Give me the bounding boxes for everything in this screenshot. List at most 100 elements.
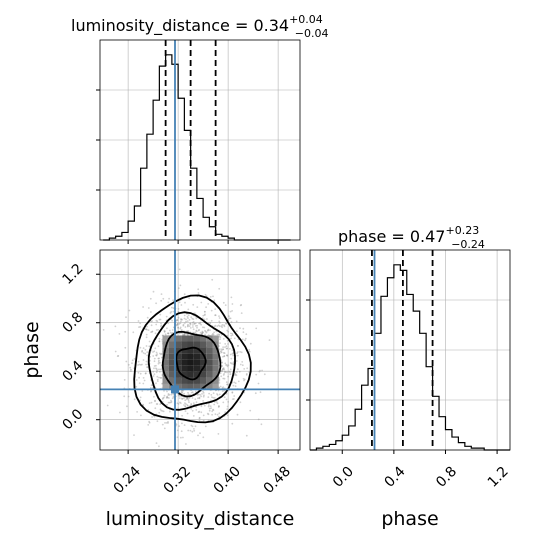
scatter-point xyxy=(230,321,233,323)
scatter-point xyxy=(222,348,225,351)
scatter-point xyxy=(211,410,214,413)
x-tick-label: 0.24 xyxy=(111,463,144,496)
scatter-point xyxy=(218,412,221,415)
scatter-point xyxy=(140,414,142,417)
scatter-point xyxy=(255,327,258,330)
density-cell xyxy=(181,377,188,384)
scatter-point xyxy=(239,351,242,353)
scatter-point xyxy=(220,334,223,336)
scatter-point xyxy=(197,393,200,396)
scatter-point xyxy=(135,385,138,388)
scatter-point xyxy=(201,333,203,335)
scatter-point xyxy=(166,403,169,406)
scatter-point xyxy=(211,413,214,416)
density-cell xyxy=(181,365,188,372)
density-cell xyxy=(162,359,169,366)
scatter-point xyxy=(155,351,158,354)
scatter-point xyxy=(216,394,219,396)
scatter-point xyxy=(205,295,208,297)
scatter-point xyxy=(183,293,186,296)
scatter-point xyxy=(161,356,163,359)
scatter-point xyxy=(241,361,244,363)
scatter-point xyxy=(144,352,147,355)
scatter-point xyxy=(204,425,207,428)
scatter-point xyxy=(160,377,163,379)
density-cell xyxy=(175,347,182,354)
density-cell xyxy=(206,377,213,384)
scatter-point xyxy=(212,409,215,411)
scatter-point xyxy=(155,329,158,331)
scatter-point xyxy=(245,434,248,437)
scatter-point xyxy=(142,403,144,406)
scatter-point xyxy=(221,365,223,367)
scatter-point xyxy=(209,405,212,408)
scatter-point xyxy=(142,352,145,354)
scatter-point xyxy=(187,308,190,311)
scatter-point xyxy=(217,433,220,435)
scatter-point xyxy=(186,397,189,399)
scatter-point xyxy=(201,332,204,334)
scatter-point xyxy=(159,361,161,364)
scatter-point xyxy=(218,382,221,384)
scatter-point xyxy=(180,304,183,306)
scatter-point xyxy=(245,333,248,336)
scatter-point xyxy=(239,363,242,366)
scatter-point xyxy=(211,396,213,399)
scatter-point xyxy=(204,313,206,316)
scatter-point xyxy=(124,346,127,349)
scatter-point xyxy=(186,404,189,407)
scatter-point xyxy=(192,318,195,321)
scatter-point xyxy=(240,312,243,314)
scatter-point xyxy=(165,397,168,399)
scatter-point xyxy=(219,338,221,340)
scatter-point xyxy=(231,398,234,400)
scatter-point xyxy=(218,379,221,382)
scatter-point xyxy=(226,371,228,374)
density-cell xyxy=(193,335,200,342)
x-ticks: 0.24 0.32 0.40 0.48 xyxy=(111,450,294,497)
scatter-point xyxy=(145,360,148,363)
scatter-point xyxy=(155,371,158,374)
scatter-point xyxy=(129,366,132,369)
scatter-point xyxy=(220,375,223,378)
scatter-point xyxy=(218,333,221,336)
scatter-point xyxy=(150,331,153,334)
scatter-point xyxy=(207,405,210,408)
scatter-point xyxy=(189,327,192,329)
density-cell xyxy=(193,359,200,366)
scatter-point xyxy=(164,422,166,424)
density-cell xyxy=(162,335,169,342)
scatter-point xyxy=(187,330,190,332)
density-cell xyxy=(181,353,188,360)
scatter-point xyxy=(221,390,224,392)
scatter-point xyxy=(188,401,190,404)
scatter-point xyxy=(142,347,145,349)
scatter-point xyxy=(221,370,224,373)
scatter-point xyxy=(176,323,179,325)
scatter-point xyxy=(192,331,194,334)
scatter-point xyxy=(154,400,156,403)
scatter-point xyxy=(184,402,186,404)
density-cell xyxy=(187,359,194,366)
scatter-point xyxy=(142,382,145,385)
histogram xyxy=(103,54,291,241)
contour-line xyxy=(175,346,207,381)
scatter-point xyxy=(226,405,229,408)
scatter-point xyxy=(230,362,233,365)
scatter-point xyxy=(211,334,214,336)
scatter-point xyxy=(224,362,227,365)
scatter-point xyxy=(167,332,169,335)
scatter-point xyxy=(230,357,233,360)
panel-phase-hist: 0.0 0.4 0.8 1.2 phase = 0.47+0.23 −0.24 phas… xyxy=(306,224,512,530)
scatter-point xyxy=(191,425,194,428)
density-cell xyxy=(193,353,200,360)
scatter-point xyxy=(216,393,218,395)
scatter-point xyxy=(236,368,239,371)
scatter-point xyxy=(220,351,223,354)
scatter-point xyxy=(175,324,178,326)
scatter-point xyxy=(141,350,143,353)
scatter-point xyxy=(150,384,153,387)
scatter-point xyxy=(181,397,183,400)
scatter-point xyxy=(192,324,194,326)
scatter-point xyxy=(182,324,185,327)
